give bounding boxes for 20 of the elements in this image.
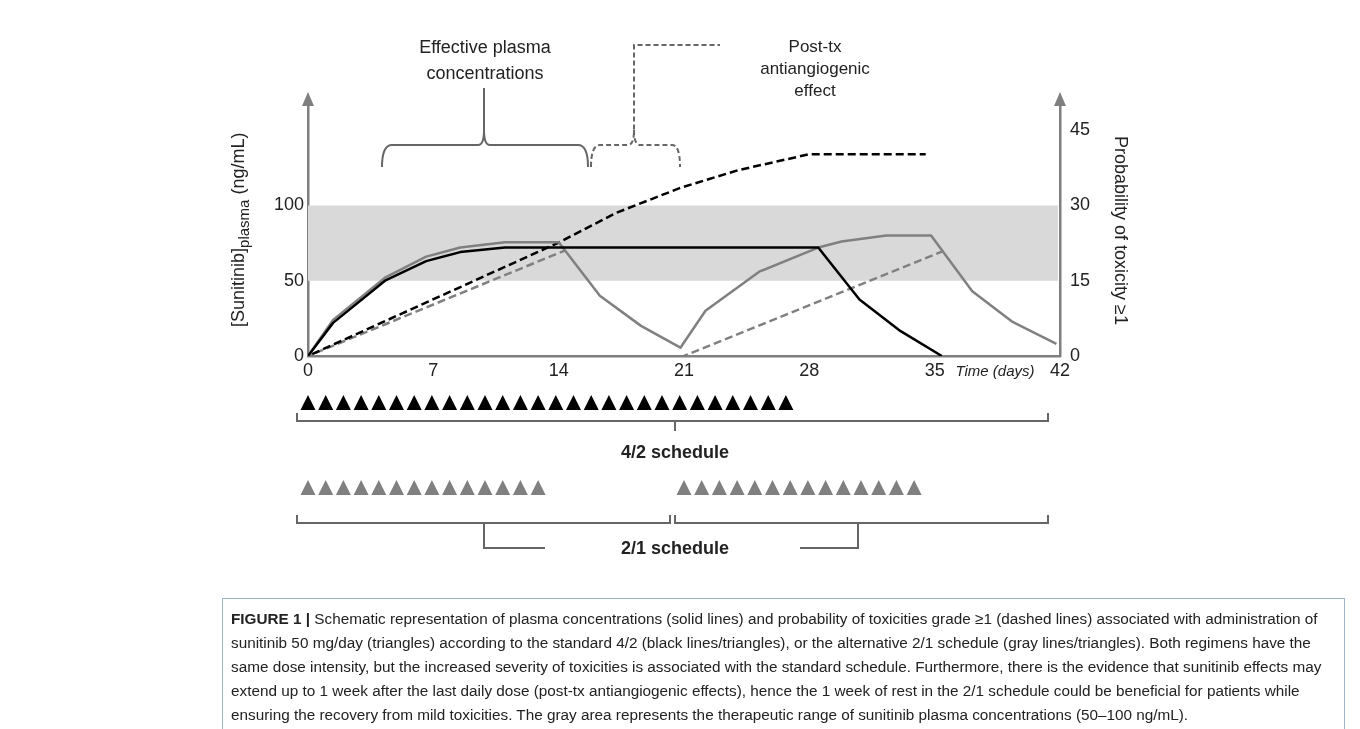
y2-tick-label: 45 xyxy=(1070,119,1091,140)
y-tick-label: 50 xyxy=(283,269,304,290)
y2-axis-title: Probability of toxicity ≥1 xyxy=(1109,135,1131,325)
caption: FIGURE 1 | xyxy=(231,610,311,627)
text: Effective plasma concentrations xyxy=(418,36,552,85)
text: 2/1 schedule xyxy=(620,538,730,558)
x-axis-title: Time (days) xyxy=(954,361,1036,381)
x-tick-label: 21 xyxy=(673,359,695,380)
y2-tick-label: 15 xyxy=(1070,269,1091,290)
x-tick-label: 35 xyxy=(924,359,945,380)
y2-tick-label: 0 xyxy=(1070,344,1081,365)
x-tick-label: 7 xyxy=(428,359,439,380)
y-tick-label: 100 xyxy=(273,194,304,215)
y-tick-label: 0 xyxy=(293,344,304,365)
x-tick-label: 28 xyxy=(799,359,820,380)
x-tick-label: 42 xyxy=(1049,359,1071,380)
x-tick-label: 14 xyxy=(548,359,569,380)
y2-tick-label: 30 xyxy=(1070,194,1091,215)
annotation: Post-tx antiangiogenic effect xyxy=(759,36,871,102)
text: 4/2 schedule xyxy=(620,442,730,462)
